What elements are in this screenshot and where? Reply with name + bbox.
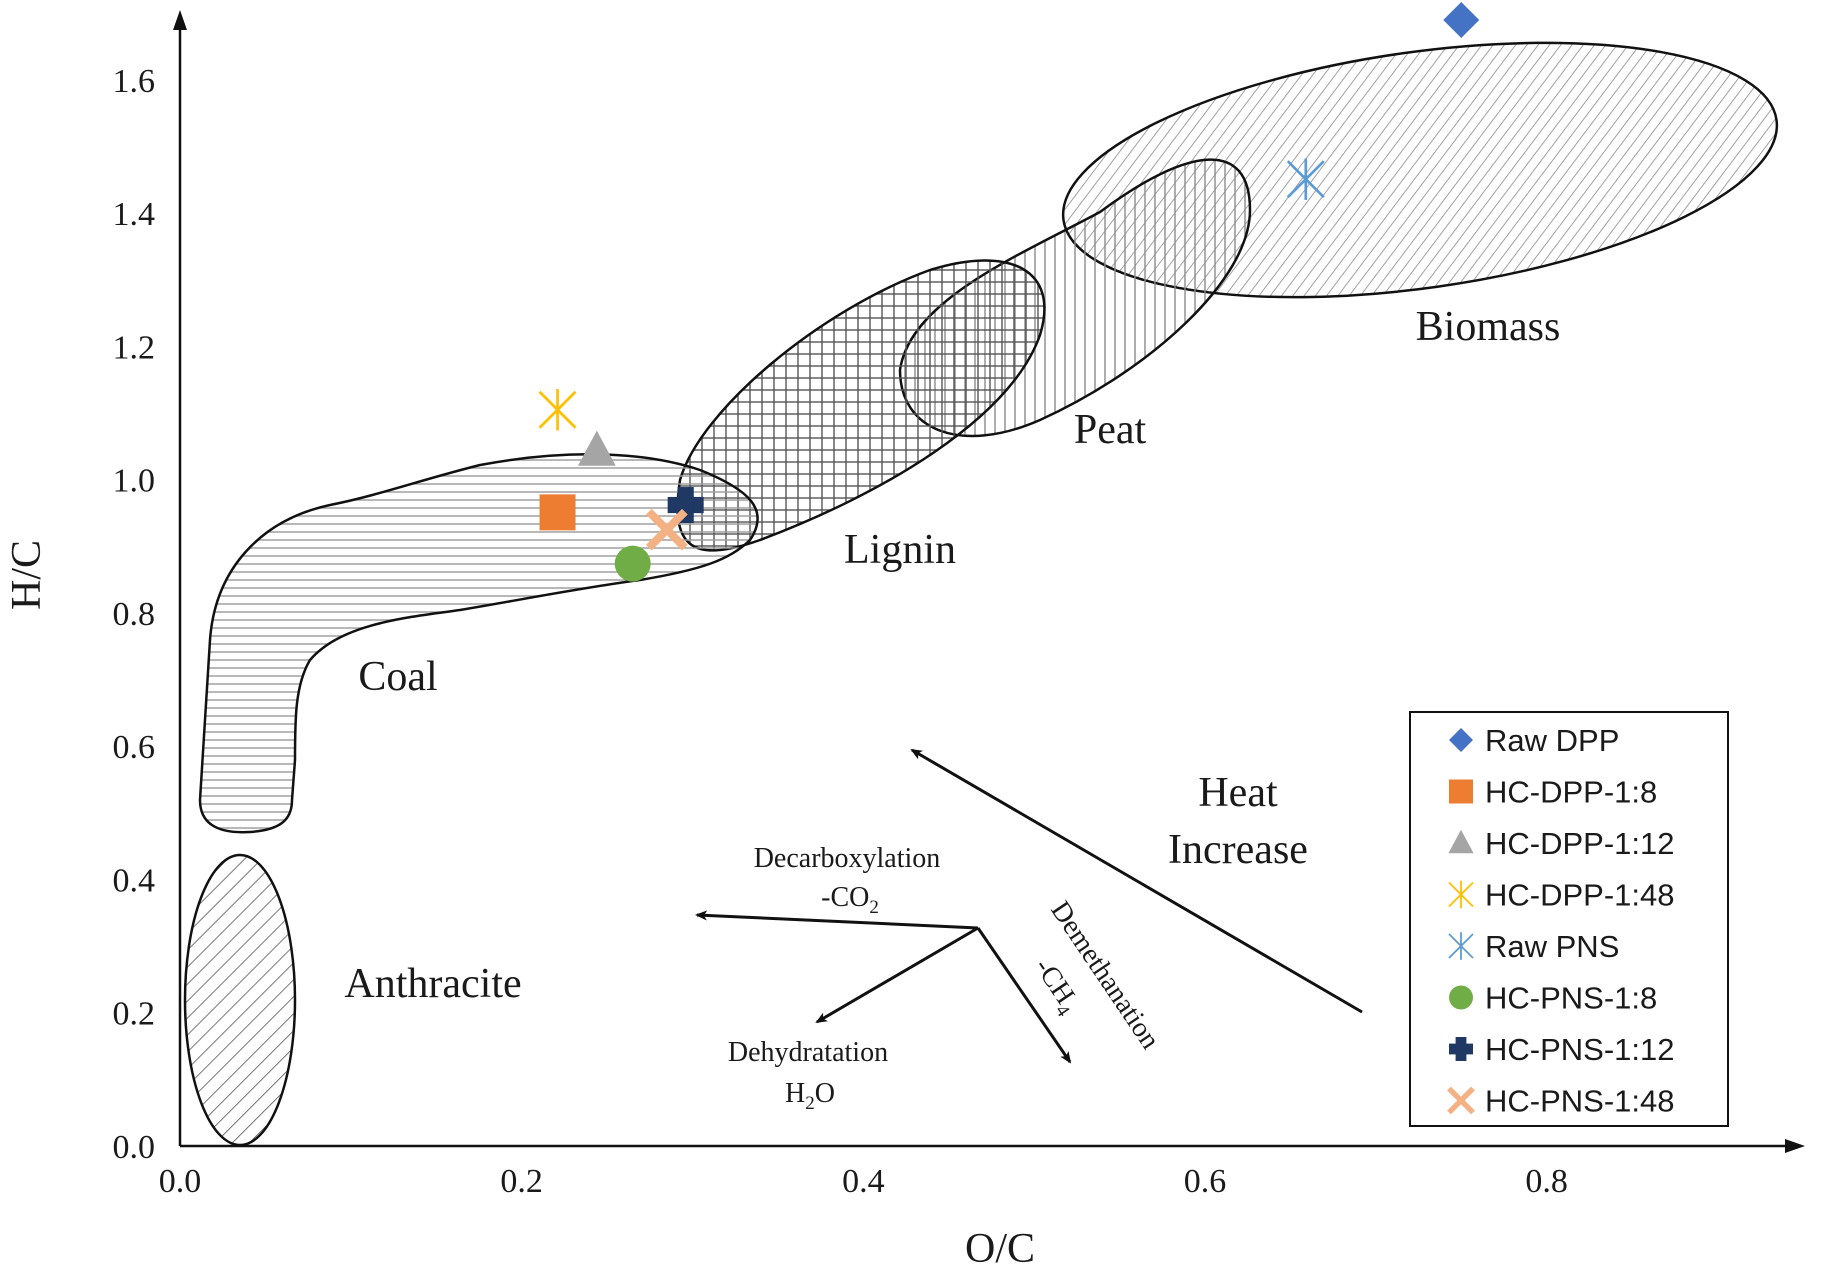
point-hc-dpp-1-8	[539, 494, 576, 531]
legend-marker-raw-dpp	[1449, 728, 1473, 752]
region-label-anthracite: Anthracite	[344, 961, 521, 1007]
x-axis-label: O/C	[965, 1226, 1035, 1268]
x-tick-labels: 0.0 0.2 0.4 0.6 0.8	[159, 1163, 1568, 1200]
legend-item-hc-pns-1-12: HC-PNS-1:12	[1449, 1032, 1675, 1067]
y-tick-label: 0.6	[113, 729, 156, 766]
heat-increase-arrow	[910, 748, 1363, 1014]
legend-item-hc-dpp-1-12: HC-DPP-1:12	[1448, 826, 1675, 861]
legend-marker-raw-pns	[1448, 932, 1474, 960]
x-tick-label: 0.2	[500, 1163, 543, 1200]
legend-label: HC-PNS-1:8	[1485, 981, 1657, 1016]
legend-item-hc-dpp-1-8: HC-DPP-1:8	[1449, 775, 1657, 810]
legend-item-hc-pns-1-48: HC-PNS-1:48	[1447, 1084, 1675, 1119]
legend-label: Raw PNS	[1485, 929, 1619, 964]
legend-marker-hc-pns-1-48	[1447, 1086, 1475, 1115]
co2-subscript: 2	[869, 897, 879, 918]
x-tick-label: 0.8	[1525, 1163, 1568, 1200]
h2o-label: H2O	[785, 1078, 835, 1114]
heat-increase-label-line2: Increase	[1168, 827, 1308, 873]
ch4-text: -CH	[1028, 953, 1081, 1010]
legend-label: HC-DPP-1:12	[1485, 826, 1675, 861]
y-axis-label: H/C	[4, 540, 50, 610]
legend-item-raw-dpp: Raw DPP	[1449, 723, 1619, 758]
legend-label: HC-PNS-1:48	[1485, 1084, 1675, 1119]
legend-item-hc-dpp-1-48: HC-DPP-1:48	[1448, 878, 1675, 913]
regions	[183, 41, 1779, 1147]
y-tick-label: 1.4	[113, 196, 156, 233]
legend-item-raw-pns: Raw PNS	[1448, 929, 1619, 964]
heat-increase-label-line1: Heat	[1198, 770, 1278, 816]
point-hc-pns-1-8	[614, 545, 651, 582]
point-raw-pns	[1286, 158, 1325, 200]
axes: 0.0 0.2 0.4 0.6 0.8 0.0 0.2 0.4 0.6 0.8 1.0 1.2 1.4…	[4, 10, 1805, 1268]
y-tick-labels: 0.0 0.2 0.4 0.6 0.8 1.0 1.2 1.4 1.6	[113, 63, 156, 1166]
h2o-suffix: O	[815, 1078, 835, 1109]
x-axis-arrow	[1785, 1139, 1805, 1153]
reaction-arrows	[695, 748, 1363, 1064]
y-tick-label: 1.0	[113, 463, 156, 500]
x-tick-label: 0.6	[1184, 1163, 1227, 1200]
y-tick-label: 0.0	[113, 1129, 156, 1166]
region-label-coal: Coal	[358, 654, 437, 700]
data-points	[538, 1, 1480, 582]
point-hc-dpp-1-48	[538, 389, 577, 431]
legend-label: HC-DPP-1:8	[1485, 775, 1657, 810]
region-label-peat: Peat	[1074, 407, 1147, 453]
region-lignin	[676, 259, 1046, 552]
dehydratation-label: Dehydratation	[728, 1037, 888, 1068]
decarboxylation-label: Decarboxylation	[754, 843, 941, 874]
h2o-subscript: 2	[805, 1093, 815, 1114]
annotations: Heat Increase Decarboxylation -CO2 Dehyd…	[728, 770, 1308, 1114]
x-tick-label: 0.0	[159, 1163, 202, 1200]
h2o-text: H	[785, 1078, 805, 1109]
legend-marker-hc-dpp-1-12	[1448, 829, 1474, 854]
legend-label: HC-PNS-1:12	[1485, 1032, 1675, 1067]
co2-text: -CO	[821, 882, 869, 913]
dehydratation-arrow	[815, 926, 979, 1024]
region-anthracite	[183, 853, 297, 1147]
demethanation-arrow	[976, 927, 1072, 1064]
legend-marker-hc-dpp-1-8	[1449, 779, 1473, 804]
legend-label: Raw DPP	[1485, 723, 1619, 758]
point-hc-dpp-1-12	[577, 430, 616, 466]
y-tick-label: 0.2	[113, 996, 156, 1033]
region-labels: Biomass Peat Lignin Coal Anthracite	[344, 304, 1560, 1007]
y-axis-arrow	[173, 10, 187, 30]
legend-marker-hc-pns-1-8	[1449, 985, 1473, 1010]
point-hc-pns-1-48	[646, 508, 688, 551]
y-tick-label: 1.6	[113, 63, 156, 100]
y-tick-label: 0.8	[113, 596, 156, 633]
y-tick-label: 0.4	[113, 862, 156, 899]
legend-marker-hc-pns-1-12	[1449, 1037, 1473, 1061]
co2-label: -CO2	[821, 882, 879, 918]
region-label-lignin: Lignin	[844, 527, 956, 573]
region-coal	[198, 453, 759, 834]
legend-label: HC-DPP-1:48	[1485, 878, 1675, 913]
decarboxylation-arrow	[695, 910, 979, 930]
legend-item-hc-pns-1-8: HC-PNS-1:8	[1449, 981, 1657, 1016]
legend: Raw DPP HC-DPP-1:8 HC-DPP-1:12 HC-DPP-1:48 R…	[1409, 711, 1729, 1127]
x-tick-label: 0.4	[842, 1163, 885, 1200]
point-raw-dpp	[1443, 1, 1480, 38]
legend-items: Raw DPP HC-DPP-1:8 HC-DPP-1:12 HC-DPP-1:48 R…	[1447, 723, 1675, 1119]
legend-marker-hc-dpp-1-48	[1448, 880, 1474, 909]
y-tick-label: 1.2	[113, 329, 156, 366]
region-label-biomass: Biomass	[1416, 304, 1561, 350]
